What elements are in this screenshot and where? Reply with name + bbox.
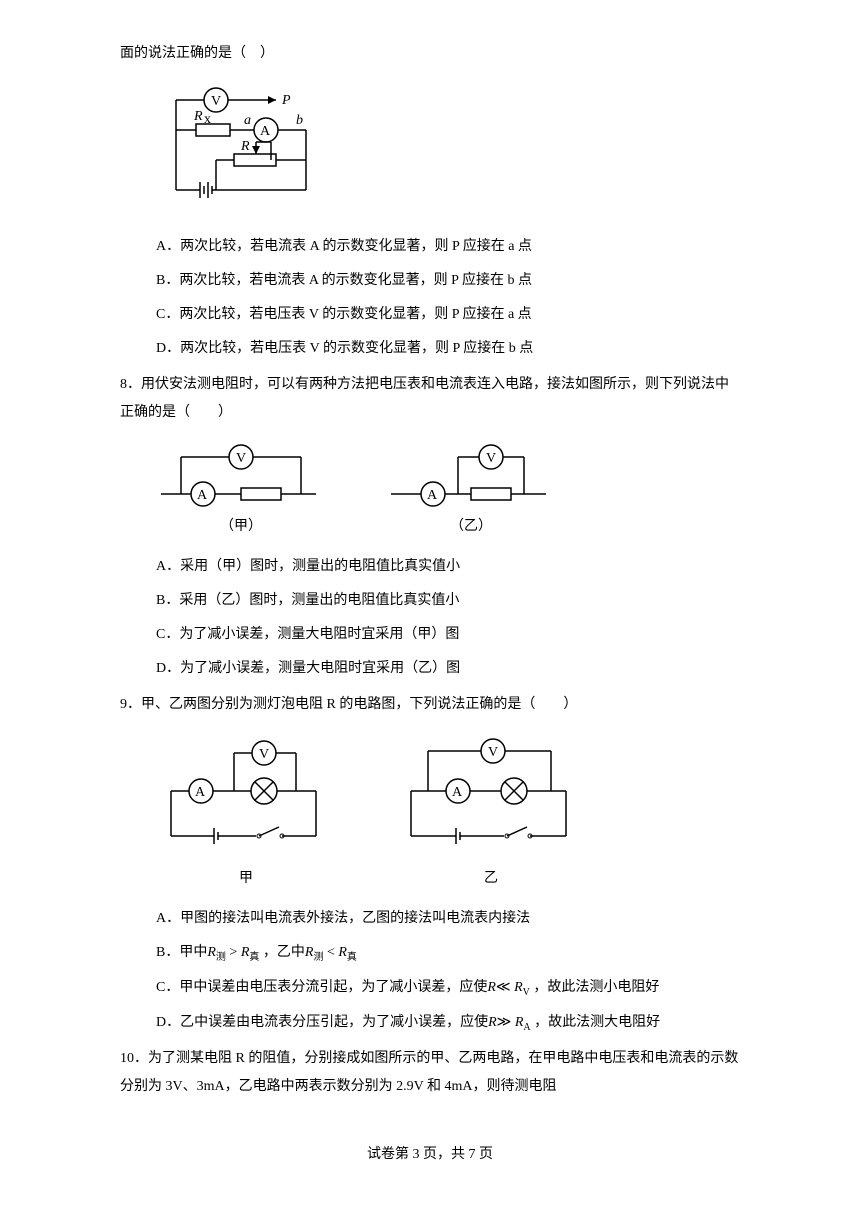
q9-cap-yi: 乙 <box>484 865 498 893</box>
q9-opt-c: C．甲中误差由电压表分流引起，为了减小误差，应使R≪ RV ，故此法测小电阻好 <box>156 974 740 1003</box>
q9-head: 9．甲、乙两图分别为测灯泡电阻 R 的电路图，下列说法正确的是（ ） <box>120 691 740 719</box>
q9-opt-d: D．乙中误差由电流表分压引起，为了减小误差，应使R≫ RA ，故此法测大电阻好 <box>156 1009 740 1038</box>
q7-opt-c: C．两次比较，若电压表 V 的示数变化显著，则 P 应接在 a 点 <box>156 301 740 329</box>
voltmeter-label: V <box>211 94 221 109</box>
svg-text:A: A <box>427 488 438 503</box>
svg-text:V: V <box>486 451 496 466</box>
q7-opt-a: A．两次比较，若电流表 A 的示数变化显著，则 P 应接在 a 点 <box>156 233 740 261</box>
q8-opt-c: C．为了减小误差，测量大电阻时宜采用（甲）图 <box>156 621 740 649</box>
svg-text:V: V <box>488 745 498 760</box>
a-point: a <box>244 113 251 128</box>
q8-opt-d: D．为了减小误差，测量大电阻时宜采用（乙）图 <box>156 655 740 683</box>
q8-cap-yi: （乙） <box>450 513 492 541</box>
q9-d-prefix: D．乙中误差由电流表分压引起，为了减小误差，应使 <box>156 1015 488 1030</box>
svg-text:x: x <box>204 112 211 127</box>
svg-text:V: V <box>236 451 246 466</box>
q9-cap-jia: 甲 <box>239 865 253 893</box>
q7-continuation: 面的说法正确的是（ ） <box>120 40 740 68</box>
q7-options: A．两次比较，若电流表 A 的示数变化显著，则 P 应接在 a 点 B．两次比较… <box>120 233 740 363</box>
q9-options: A．甲图的接法叫电流表外接法，乙图的接法叫电流表内接法 B．甲中R测 > R真 … <box>120 905 740 1037</box>
svg-text:V: V <box>259 747 269 762</box>
rx-label: R <box>193 109 203 124</box>
svg-text:A: A <box>195 785 206 800</box>
p-label: P <box>281 93 291 108</box>
q9-opt-a: A．甲图的接法叫电流表外接法，乙图的接法叫电流表内接法 <box>156 905 740 933</box>
q9-b-prefix: B．甲中 <box>156 945 207 960</box>
page-footer: 试卷第 3 页，共 7 页 <box>120 1141 740 1169</box>
q9-opt-b: B．甲中R测 > R真 ，乙中R测 < R真 <box>156 939 740 968</box>
ammeter-label: A <box>260 124 271 139</box>
q8-opt-a: A．采用（甲）图时，测量出的电阻值比真实值小 <box>156 553 740 581</box>
b-point: b <box>296 113 303 128</box>
q8-opt-b: B．采用（乙）图时，测量出的电阻值比真实值小 <box>156 587 740 615</box>
q8-cap-jia: （甲） <box>220 513 262 541</box>
q7-opt-b: B．两次比较，若电流表 A 的示数变化显著，则 P 应接在 b 点 <box>156 267 740 295</box>
q7-figure: V P Rx a A b R <box>156 80 740 221</box>
q9-figure: A V 甲 A <box>156 731 740 893</box>
q7-opt-d: D．两次比较，若电压表 V 的示数变化显著，则 P 应接在 b 点 <box>156 335 740 363</box>
q10-head: 10．为了测某电阻 R 的阻值，分别接成如图所示的甲、乙两电路，在甲电路中电压表… <box>120 1045 740 1101</box>
q8-options: A．采用（甲）图时，测量出的电阻值比真实值小 B．采用（乙）图时，测量出的电阻值… <box>120 553 740 683</box>
q8-figure: A V （甲） A V （乙） <box>156 439 740 541</box>
svg-text:A: A <box>452 785 463 800</box>
r-label: R <box>240 139 250 154</box>
q9-c-prefix: C．甲中误差由电压表分流引起，为了减小误差，应使 <box>156 980 487 995</box>
svg-text:A: A <box>197 488 208 503</box>
q8-head: 8．用伏安法测电阻时，可以有两种方法把电压表和电流表连入电路，接法如图所示，则下… <box>120 371 740 427</box>
